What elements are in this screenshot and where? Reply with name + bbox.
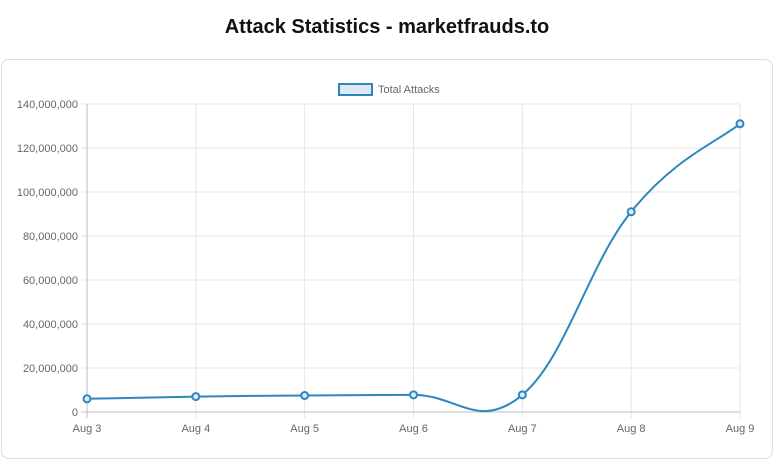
page-title: Attack Statistics - marketfrauds.to [224,16,550,38]
data-point[interactable] [735,119,745,129]
chart-card [1,59,773,459]
axes [86,104,740,413]
x-tick-label: Aug 7 [508,423,537,435]
data-point[interactable] [626,207,636,217]
series-layer [82,119,745,413]
x-tick-label: Aug 9 [726,423,755,435]
grid-lines [81,103,741,418]
y-tick-label: 80,000,000 [23,231,78,243]
data-point[interactable] [517,390,527,400]
x-tick-label: Aug 3 [73,423,102,435]
y-tick-label: 0 [72,407,78,419]
x-tick-labels: Aug 3 Aug 4 Aug 5 Aug 6 Aug 7 Aug 8 Aug 9 [73,423,755,435]
y-tick-label: 20,000,000 [23,363,78,375]
y-tick-label: 140,000,000 [17,99,78,111]
data-point[interactable] [82,394,92,404]
legend-label[interactable]: Total Attacks [378,84,440,96]
y-tick-label: 100,000,000 [17,187,78,199]
data-point[interactable] [409,390,418,400]
legend-swatch[interactable] [338,83,373,96]
x-tick-label: Aug 4 [181,423,210,435]
legend[interactable]: Total Attacks [338,83,440,96]
x-tick-label: Aug 8 [617,423,646,435]
x-tick-label: Aug 5 [290,423,319,435]
x-tick-label: Aug 6 [399,423,428,435]
data-point[interactable] [191,392,201,402]
y-tick-label: 60,000,000 [23,275,78,287]
data-point[interactable] [300,391,310,400]
y-tick-label: 120,000,000 [17,143,78,155]
y-tick-label: 40,000,000 [23,319,78,331]
y-tick-labels: 0 20,000,000 40,000,000 60,000,000 80,000,00… [17,99,78,419]
